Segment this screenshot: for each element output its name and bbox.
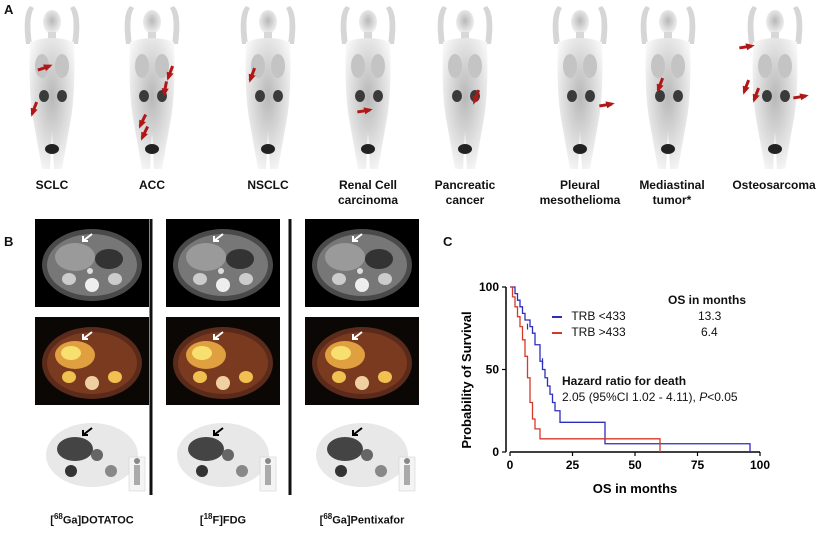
hr-text: 2.05 (95%CI 1.02 - 4.11), P<0.05 — [562, 390, 738, 404]
x-tick-label: 25 — [566, 458, 580, 472]
scan-osteosarcoma — [747, 6, 803, 169]
scan-sclc — [24, 6, 80, 169]
mip-dotatoc — [34, 414, 150, 494]
label-rcc: Renal Cell carcinoma — [337, 178, 399, 207]
mip-fdg — [165, 414, 281, 494]
red-arrow-icon — [597, 95, 617, 114]
mip-pentixafor — [304, 414, 420, 494]
x-tick-label: 75 — [691, 458, 705, 472]
km-curve-low — [510, 286, 751, 452]
legend-row-low: TRB <433 13.3 — [552, 309, 742, 323]
panel-a-scans — [24, 6, 811, 169]
legend-os-high: 6.4 — [701, 325, 718, 339]
scan-nsclc — [240, 6, 296, 169]
label-pleural: Pleural mesothelioma — [539, 178, 621, 207]
panel-c-letter: C — [443, 234, 453, 249]
label-pentixafor: [68Ga]Pentixafor — [319, 512, 405, 527]
legend-line-low — [552, 315, 562, 318]
y-tick-label: 50 — [486, 363, 500, 377]
label-fdg: [18F]FDG — [199, 512, 247, 527]
label-osteosarcoma: Osteosarcoma — [732, 178, 816, 192]
x-tick-label: 100 — [750, 458, 770, 472]
scan-acc — [124, 6, 180, 169]
fusion-fdg — [166, 317, 280, 405]
legend-label-high: TRB >433 — [571, 325, 626, 339]
legend-os-low: 13.3 — [698, 309, 722, 323]
y-tick-label: 0 — [492, 445, 499, 459]
panel-b-images — [34, 219, 420, 495]
label-sclc: SCLC — [35, 178, 69, 192]
ct-dotatoc — [35, 219, 149, 307]
y-axis-label: Probability of Survival — [459, 311, 474, 448]
hr-title: Hazard ratio for death — [562, 374, 687, 388]
km-curve-high — [510, 286, 661, 452]
y-tick-label: 100 — [479, 280, 499, 294]
legend-row-high: TRB >433 6.4 — [552, 325, 742, 339]
legend-label-low: TRB <433 — [571, 309, 626, 323]
x-tick-label: 0 — [507, 458, 514, 472]
label-dotatoc: [68Ga]DOTATOC — [50, 512, 134, 527]
label-mediastinal: Mediastinal tumor* — [639, 178, 705, 207]
label-acc: ACC — [139, 178, 165, 192]
km-plot: Probability of Survival OS in months 0 25… — [459, 280, 770, 496]
legend-line-high — [552, 331, 562, 334]
label-pancreatic: Pancreatic cancer — [434, 178, 496, 207]
panel-a-letter: A — [4, 2, 14, 17]
fusion-pentixafor — [305, 317, 419, 405]
x-axis-label: OS in months — [593, 481, 678, 496]
label-nsclc: NSCLC — [247, 178, 289, 192]
ct-pentixafor — [305, 219, 419, 307]
fusion-dotatoc — [35, 317, 149, 405]
panel-b-letter: B — [4, 234, 14, 249]
os-header: OS in months — [668, 293, 746, 307]
scan-rcc — [340, 6, 396, 169]
ct-fdg — [166, 219, 280, 307]
scan-pleural — [552, 6, 608, 169]
scan-mediastinal — [640, 6, 696, 169]
red-arrow-icon — [736, 78, 756, 97]
scan-pancreatic — [437, 6, 493, 169]
x-tick-label: 50 — [628, 458, 642, 472]
